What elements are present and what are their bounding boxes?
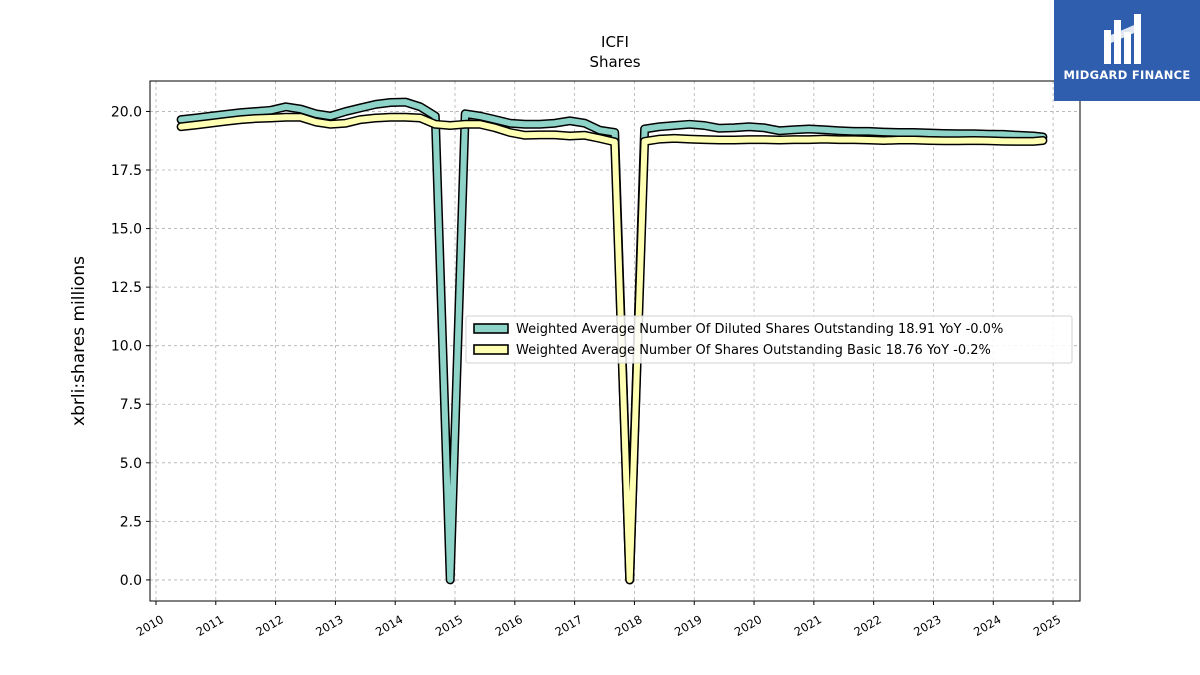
- x-tick-label: 2014: [373, 612, 405, 639]
- x-tick-label: 2011: [194, 612, 226, 639]
- x-tick-label: 2013: [313, 612, 345, 639]
- x-tick-label: 2012: [253, 612, 285, 639]
- y-tick-label: 5.0: [120, 456, 142, 472]
- y-tick-label: 15.0: [111, 222, 142, 238]
- legend-swatch-basic: [473, 344, 509, 355]
- series-line-0: [176, 97, 1048, 585]
- x-axis: 2010 2011 2012 2013 2014 2015 2016 2017 2018 2019…: [134, 601, 1063, 639]
- x-tick-label: 2016: [493, 612, 525, 639]
- x-tick-label: 2015: [433, 612, 465, 639]
- x-tick-label: 2021: [792, 612, 824, 639]
- midgard-finance-logo: MIDGARD FINANCE: [1054, 0, 1200, 101]
- legend: Weighted Average Number Of Diluted Share…: [465, 315, 1073, 364]
- y-tick-label: 7.5: [120, 397, 142, 413]
- legend-box: [465, 315, 1073, 364]
- y-tick-label: 10.0: [111, 339, 142, 355]
- legend-label-basic: Weighted Average Number Of Shares Outsta…: [516, 343, 991, 358]
- x-tick-label: 2024: [971, 612, 1003, 639]
- y-tick-label: 20.0: [111, 104, 142, 120]
- series-stroke: [178, 99, 1046, 583]
- x-tick-label: 2010: [134, 612, 166, 639]
- x-tick-label: 2018: [612, 612, 644, 639]
- legend-swatch-diluted: [473, 323, 509, 334]
- y-tick-label: 2.5: [120, 514, 142, 530]
- y-tick-label: 0.0: [120, 573, 142, 589]
- series-stroke: [178, 114, 1046, 583]
- series-lines: [176, 97, 1048, 585]
- y-tick-label: 17.5: [111, 163, 142, 179]
- y-axis-label: xbrli:shares millions: [69, 256, 89, 426]
- y-tick-label: 12.5: [111, 280, 142, 296]
- plot-area: [149, 80, 1081, 602]
- logo-text: MIDGARD FINANCE: [1063, 68, 1191, 82]
- chart-subtitle: Shares: [589, 53, 640, 71]
- x-tick-label: 2019: [672, 612, 704, 639]
- midgard-logo-mark-icon: [1104, 14, 1141, 64]
- x-tick-label: 2025: [1031, 612, 1063, 639]
- legend-label-diluted: Weighted Average Number Of Diluted Share…: [516, 322, 1003, 337]
- x-tick-label: 2020: [732, 612, 764, 639]
- series-line-1: [176, 112, 1048, 585]
- x-tick-label: 2022: [851, 612, 883, 639]
- y-axis: 0.0 2.5 5.0 7.5 10.0 12.5 15.0 17.5 20.0: [111, 104, 150, 589]
- x-tick-label: 2023: [911, 612, 943, 639]
- chart-title: ICFI: [601, 33, 629, 51]
- x-tick-label: 2017: [552, 612, 584, 639]
